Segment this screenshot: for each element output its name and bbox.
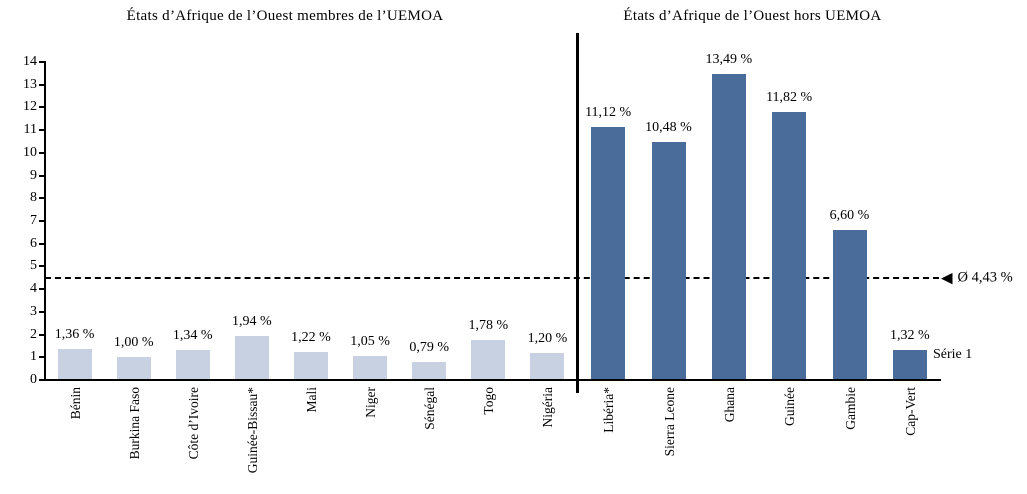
bar-lib-ria bbox=[591, 127, 626, 380]
value-label-ghana: 13,49 % bbox=[705, 51, 753, 67]
category-label-burkina-faso: Burkina Faso bbox=[126, 387, 142, 460]
value-label-b-nin: 1,36 % bbox=[54, 327, 95, 343]
category-label-togo: Togo bbox=[481, 387, 497, 415]
y-axis-tick-label: 11 bbox=[23, 122, 37, 138]
y-axis-tick-label: 5 bbox=[30, 258, 37, 274]
value-label-burkina-faso: 1,00 % bbox=[113, 335, 154, 351]
average-value-label: Ø 4,43 % bbox=[957, 269, 1013, 286]
category-label-niger: Niger bbox=[363, 387, 379, 418]
category-label-ghana: Ghana bbox=[721, 387, 737, 423]
bar-c-te-d-ivoire bbox=[175, 349, 210, 380]
y-axis-tick-label: 1 bbox=[30, 349, 37, 365]
y-axis-tick bbox=[39, 174, 45, 177]
bar-niger bbox=[353, 356, 388, 380]
average-marker: ◀ Ø 4,43 % bbox=[941, 270, 1013, 287]
y-axis-tick bbox=[39, 333, 45, 336]
value-label-lib-ria: 11,12 % bbox=[585, 105, 632, 121]
category-label-guin-e: Guinée bbox=[782, 387, 798, 426]
y-axis-tick bbox=[39, 379, 45, 381]
category-label-guin-e-bissau: Guinée-Bissau* bbox=[244, 387, 260, 474]
y-axis-tick-label: 12 bbox=[23, 99, 37, 115]
average-dashed-line bbox=[45, 277, 939, 279]
value-label-cap-vert: 1,32 % bbox=[889, 328, 930, 344]
y-axis-tick-label: 6 bbox=[30, 235, 37, 251]
y-axis-tick bbox=[39, 197, 45, 200]
left-triangle-icon: ◀ bbox=[941, 268, 953, 287]
y-axis-tick-label: 7 bbox=[30, 213, 37, 228]
bar-s-n-gal bbox=[412, 362, 447, 380]
y-axis-tick bbox=[39, 220, 45, 222]
category-label-c-te-d-ivoire: Côte d’Ivoire bbox=[185, 387, 201, 460]
y-axis-tick-label: 0 bbox=[30, 372, 37, 387]
value-label-s-n-gal: 0,79 % bbox=[409, 340, 450, 356]
y-axis-tick bbox=[39, 288, 45, 291]
category-label-cap-vert: Cap-Vert bbox=[902, 387, 918, 436]
y-axis-tick-label: 3 bbox=[30, 303, 37, 319]
value-label-nig-ria: 1,20 % bbox=[527, 330, 568, 346]
bar-togo bbox=[471, 339, 506, 380]
y-axis-tick-label: 8 bbox=[30, 190, 37, 206]
value-label-niger: 1,05 % bbox=[350, 334, 390, 350]
bar-b-nin bbox=[57, 349, 92, 380]
bar-guin-e-bissau bbox=[234, 335, 269, 380]
value-label-guin-e: 11,82 % bbox=[766, 89, 813, 105]
y-axis-tick bbox=[39, 151, 45, 154]
bar-ghana bbox=[711, 73, 746, 380]
y-axis-tick-label: 9 bbox=[30, 167, 37, 183]
y-axis-tick-label: 2 bbox=[30, 326, 37, 342]
series-label: Série 1 bbox=[933, 347, 973, 362]
value-label-togo: 1,78 % bbox=[468, 317, 509, 333]
category-label-s-n-gal: Sénégal bbox=[422, 387, 438, 430]
y-axis-tick bbox=[39, 242, 45, 245]
y-axis-tick bbox=[39, 356, 45, 359]
value-label-gambie: 6,60 % bbox=[829, 208, 870, 224]
value-label-mali: 1,22 % bbox=[291, 330, 331, 346]
value-label-sierra-leone: 10,48 % bbox=[645, 119, 692, 135]
y-axis-tick bbox=[39, 83, 45, 86]
y-axis-tick bbox=[39, 61, 45, 63]
y-axis-tick bbox=[39, 129, 45, 132]
y-axis-tick bbox=[39, 106, 45, 109]
x-axis-line bbox=[44, 379, 941, 381]
value-label-guin-e-bissau: 1,94 % bbox=[232, 313, 272, 329]
bar-nig-ria bbox=[530, 352, 565, 380]
chart-title-left: États d’Afrique de l’Ouest membres de l’… bbox=[126, 8, 444, 24]
category-label-lib-ria: Libéria* bbox=[601, 387, 617, 433]
panel-divider-line bbox=[576, 33, 579, 393]
category-label-nig-ria: Nigéria bbox=[540, 387, 556, 428]
bar-gambie bbox=[832, 230, 867, 380]
value-label-c-te-d-ivoire: 1,34 % bbox=[172, 327, 213, 343]
y-axis-tick-label: 10 bbox=[23, 144, 37, 160]
y-axis-tick bbox=[39, 265, 45, 268]
y-axis-tick bbox=[39, 310, 45, 313]
y-axis-tick-label: 14 bbox=[23, 54, 37, 69]
category-label-mali: Mali bbox=[304, 387, 319, 413]
bar-mali bbox=[294, 352, 328, 380]
y-axis-line bbox=[44, 61, 46, 380]
bar-sierra-leone bbox=[651, 141, 686, 380]
category-label-gambie: Gambie bbox=[842, 387, 858, 430]
category-label-sierra-leone: Sierra Leone bbox=[661, 387, 677, 457]
chart-title-right: États d’Afrique de l’Ouest hors UEMOA bbox=[623, 8, 882, 24]
y-axis-tick-label: 4 bbox=[30, 281, 37, 297]
bar-burkina-faso bbox=[116, 357, 151, 380]
bar-guin-e bbox=[772, 111, 807, 380]
y-axis-tick-label: 13 bbox=[23, 76, 37, 92]
category-label-b-nin: Bénin bbox=[67, 387, 83, 420]
bar-cap-vert bbox=[892, 350, 927, 380]
